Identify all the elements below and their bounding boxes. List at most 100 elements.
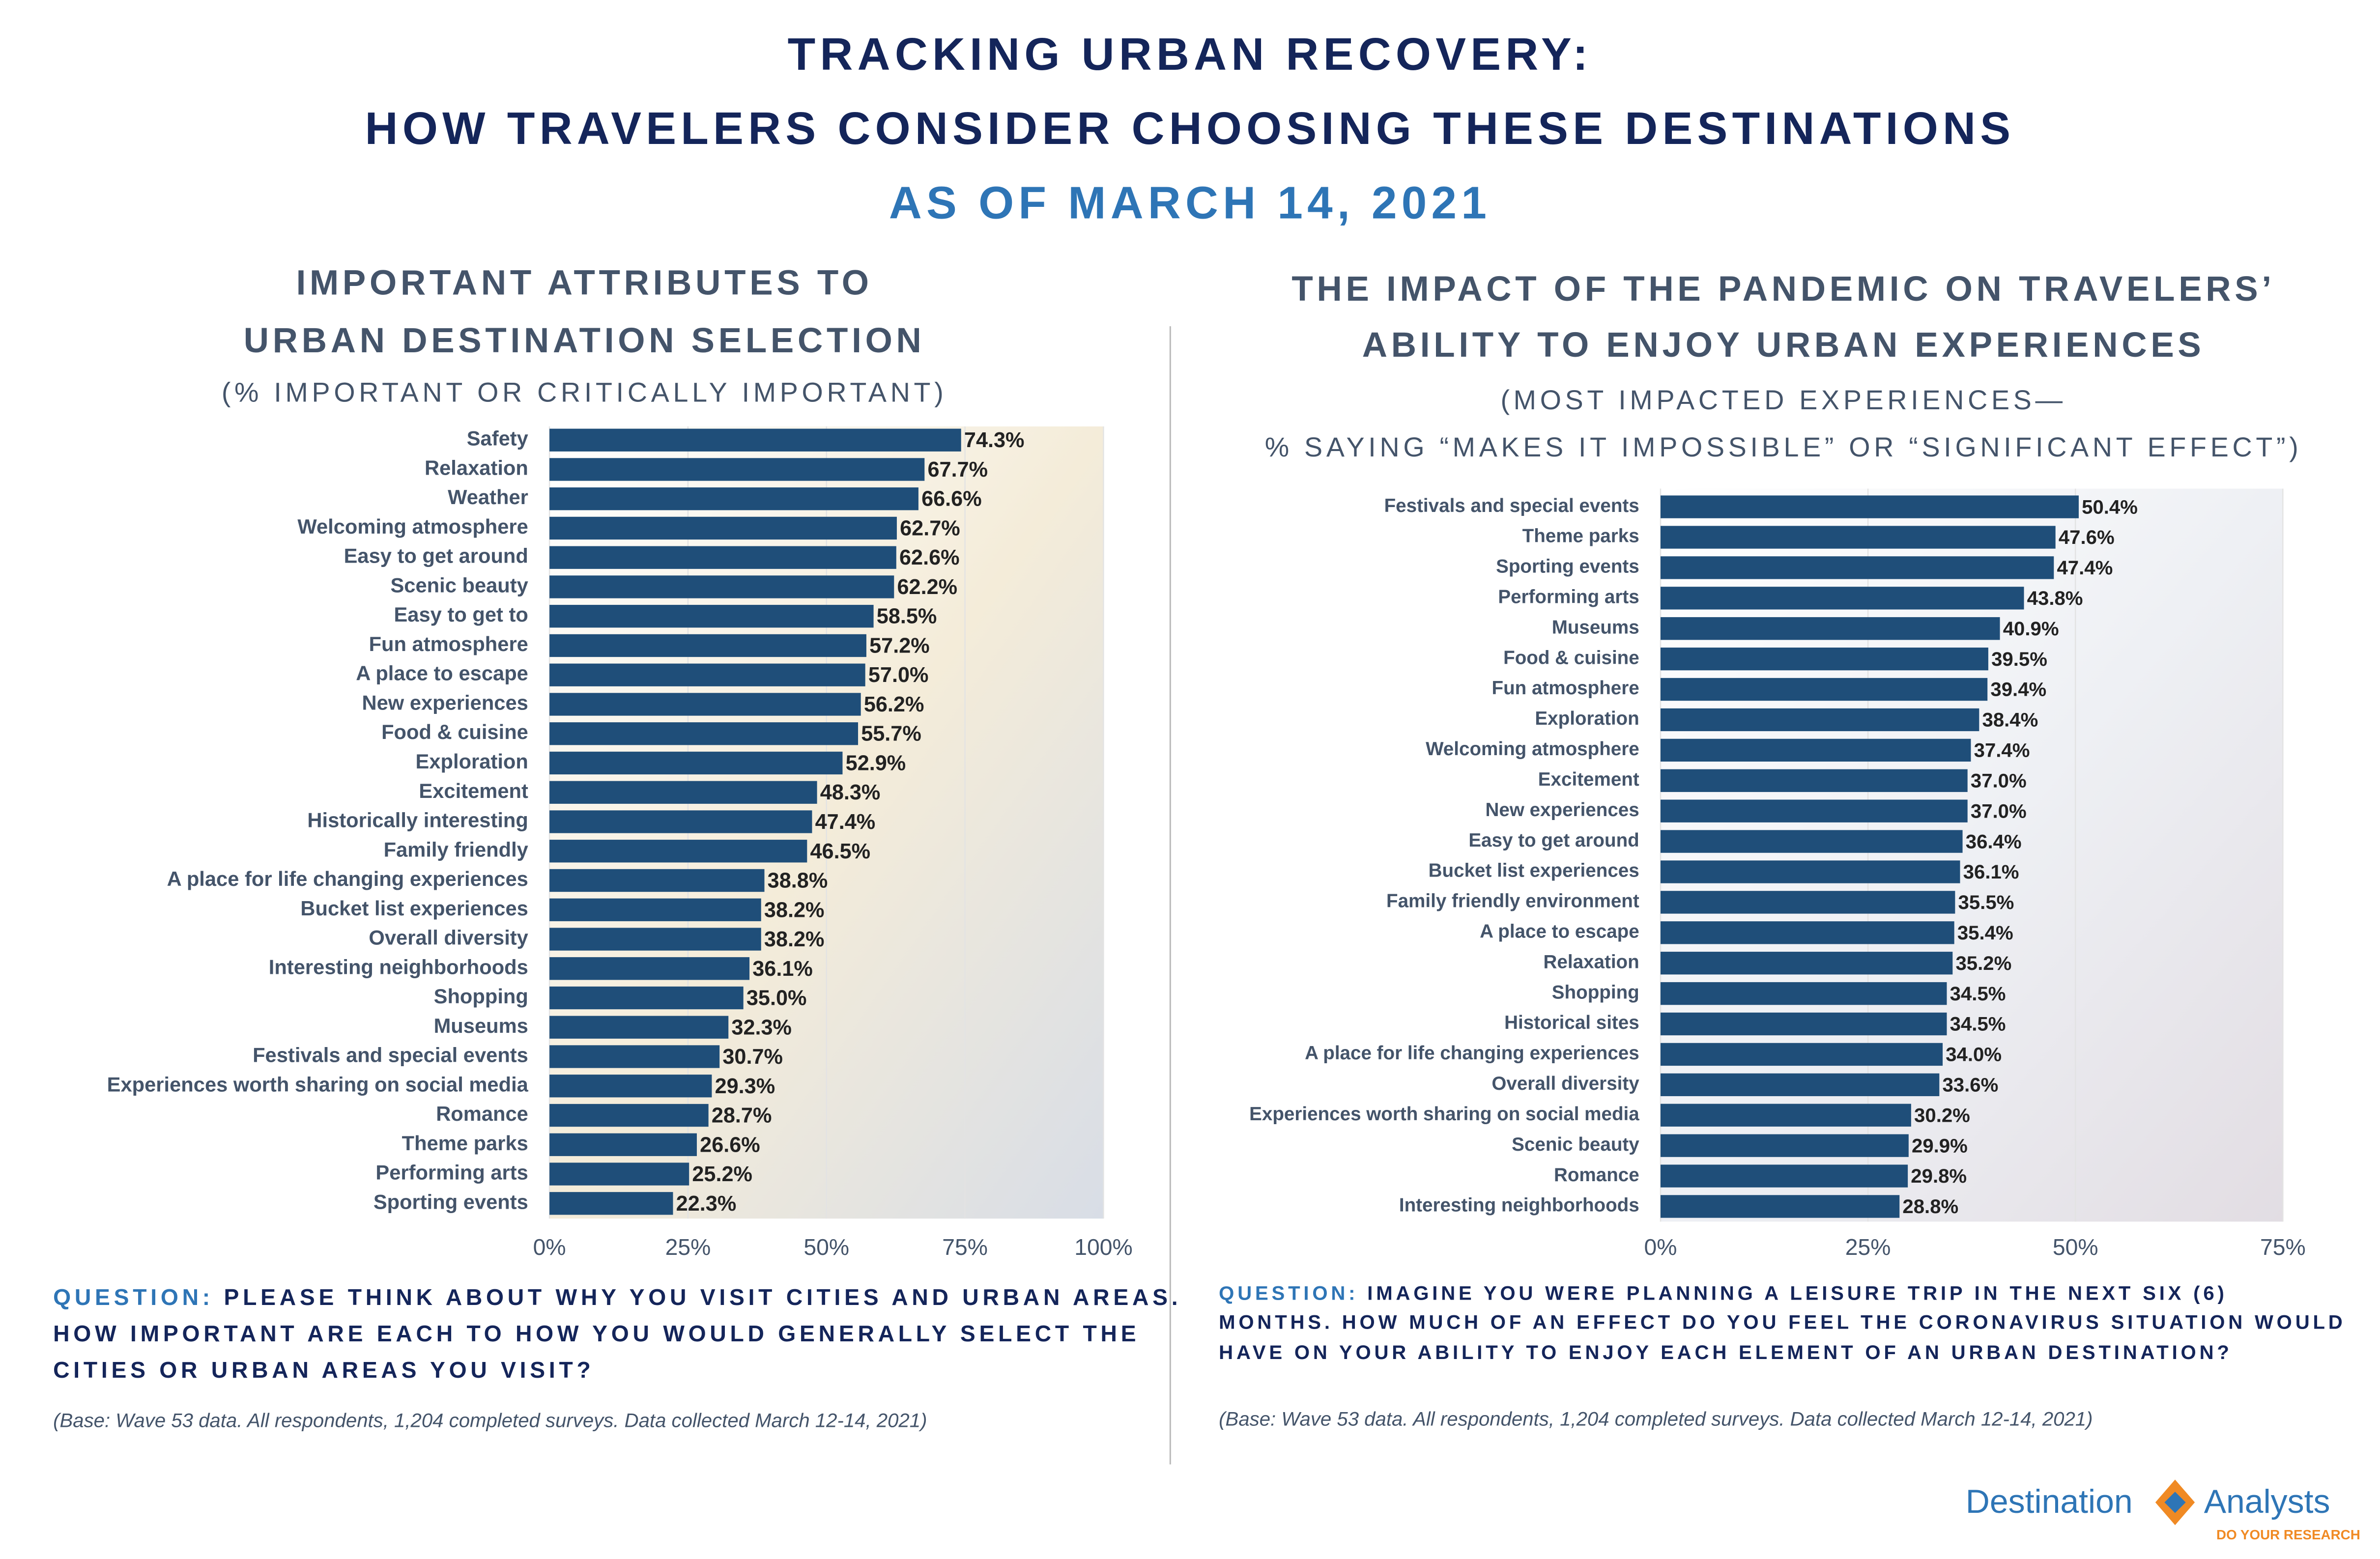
value-label: 55.7% <box>861 722 921 746</box>
chart-subtitle: % SAYING “MAKES IT IMPOSSIBLE” OR “SIGNI… <box>1265 432 2302 462</box>
value-label: 36.1% <box>752 957 813 981</box>
category-label: Performing arts <box>1498 587 1639 608</box>
bar <box>1660 1043 1943 1066</box>
category-label: Romance <box>436 1102 528 1125</box>
bar <box>549 1133 697 1156</box>
category-label: Museums <box>434 1014 528 1037</box>
value-label: 74.3% <box>964 428 1025 452</box>
chart-subtitle: (MOST IMPACTED EXPERIENCES— <box>1500 385 2066 415</box>
bar <box>1660 1195 1900 1218</box>
category-label: Easy to get to <box>394 603 528 626</box>
bar <box>1660 678 1988 701</box>
question: QUESTION: IMAGINE YOU WERE PLANNING A LE… <box>1219 1282 2227 1304</box>
category-label: Sporting events <box>1496 556 1639 577</box>
value-label: 35.5% <box>1958 891 2014 913</box>
value-label: 38.4% <box>1982 709 2038 731</box>
value-label: 62.2% <box>897 575 957 599</box>
category-label: Museums <box>1552 617 1639 638</box>
bar <box>549 605 874 628</box>
value-label: 28.8% <box>1902 1195 1958 1218</box>
base-note: (Base: Wave 53 data. All respondents, 1,… <box>53 1410 927 1432</box>
category-label: Experiences worth sharing on social medi… <box>107 1073 529 1096</box>
question-text: MONTHS. HOW MUCH OF AN EFFECT DO YOU FEE… <box>1219 1311 2346 1333</box>
question-text: HAVE ON YOUR ABILITY TO ENJOY EACH ELEME… <box>1219 1341 2233 1363</box>
bar <box>549 487 918 510</box>
bar <box>1660 556 2054 579</box>
bar <box>549 634 866 657</box>
bar <box>549 546 896 569</box>
category-label: Exploration <box>416 750 528 773</box>
question-text: PLEASE THINK ABOUT WHY YOU VISIT CITIES … <box>224 1284 1182 1310</box>
bar <box>549 810 812 833</box>
bar <box>1660 799 1968 822</box>
bar <box>1660 830 1963 853</box>
category-label: Family friendly environment <box>1386 891 1639 912</box>
value-label: 36.1% <box>1963 861 2019 883</box>
category-label: Festivals and special events <box>253 1044 528 1067</box>
category-label: Relaxation <box>425 456 528 479</box>
value-label: 35.4% <box>1957 922 2013 944</box>
bar <box>549 957 750 980</box>
value-label: 25.2% <box>692 1162 752 1186</box>
category-label: Overall diversity <box>369 926 528 949</box>
bar <box>549 1016 729 1039</box>
bar <box>549 751 843 775</box>
bar <box>1660 860 1960 883</box>
value-label: 34.5% <box>1950 1013 2006 1035</box>
x-tick-label: 50% <box>803 1234 849 1260</box>
value-label: 38.2% <box>764 928 825 951</box>
value-label: 40.9% <box>2003 618 2059 640</box>
bar <box>1660 921 1954 944</box>
date: AS OF MARCH 14, 2021 <box>889 177 1491 228</box>
category-label: Festivals and special events <box>1384 495 1639 516</box>
chart-title: THE IMPACT OF THE PANDEMIC ON TRAVELERS’ <box>1291 270 2275 309</box>
value-label: 62.6% <box>899 546 960 569</box>
category-label: Interesting neighborhoods <box>1399 1195 1639 1216</box>
category-label: Relaxation <box>1544 951 1639 972</box>
value-label: 38.8% <box>768 869 828 893</box>
category-label: Welcoming atmosphere <box>297 515 528 538</box>
category-label: Exploration <box>1535 708 1639 729</box>
category-label: Shopping <box>434 985 528 1008</box>
chart-title: IMPORTANT ATTRIBUTES TO <box>296 263 873 302</box>
value-label: 30.2% <box>1914 1104 1970 1126</box>
x-tick-label: 50% <box>2053 1234 2098 1260</box>
value-label: 30.7% <box>722 1045 783 1069</box>
bar <box>1660 1164 1908 1188</box>
logo-right: Analysts <box>2204 1483 2330 1520</box>
question-text: HOW IMPORTANT ARE EACH TO HOW YOU WOULD … <box>53 1321 1140 1346</box>
value-label: 66.6% <box>921 487 982 511</box>
category-label: Scenic beauty <box>391 573 528 596</box>
question: CITIES OR URBAN AREAS YOU VISIT? <box>53 1357 594 1383</box>
value-label: 43.8% <box>2027 587 2083 609</box>
bar <box>1660 738 1971 762</box>
x-tick-label: 75% <box>942 1234 988 1260</box>
value-label: 47.4% <box>815 810 876 834</box>
base-note: (Base: Wave 53 data. All respondents, 1,… <box>1219 1408 2093 1430</box>
category-label: Shopping <box>1552 982 1639 1003</box>
bar <box>1660 1104 1911 1127</box>
question-text: IMAGINE YOU WERE PLANNING A LEISURE TRIP… <box>1367 1282 2227 1304</box>
bar <box>549 1104 709 1127</box>
category-label: Performing arts <box>375 1161 528 1184</box>
value-label: 32.3% <box>731 1016 792 1039</box>
bar <box>549 1162 689 1186</box>
logo-tagline: DO YOUR RESEARCH <box>2216 1527 2360 1542</box>
category-label: Bucket list experiences <box>300 897 528 920</box>
bar <box>1660 1012 1947 1036</box>
bar <box>549 575 894 598</box>
bar <box>1660 1073 1940 1096</box>
category-label: Scenic beauty <box>1512 1134 1639 1155</box>
title-line: TRACKING URBAN RECOVERY: <box>788 28 1593 80</box>
category-label: Theme parks <box>1522 526 1639 547</box>
value-label: 37.0% <box>1971 769 2027 792</box>
chart-title: ABILITY TO ENJOY URBAN EXPERIENCES <box>1362 326 2205 365</box>
bar <box>1660 647 1988 671</box>
question: QUESTION: PLEASE THINK ABOUT WHY YOU VIS… <box>53 1284 1181 1310</box>
category-label: Bucket list experiences <box>1429 860 1639 881</box>
bar <box>1660 891 1955 914</box>
category-label: Interesting neighborhoods <box>269 955 528 978</box>
bar <box>549 898 761 921</box>
value-label: 52.9% <box>846 751 906 775</box>
